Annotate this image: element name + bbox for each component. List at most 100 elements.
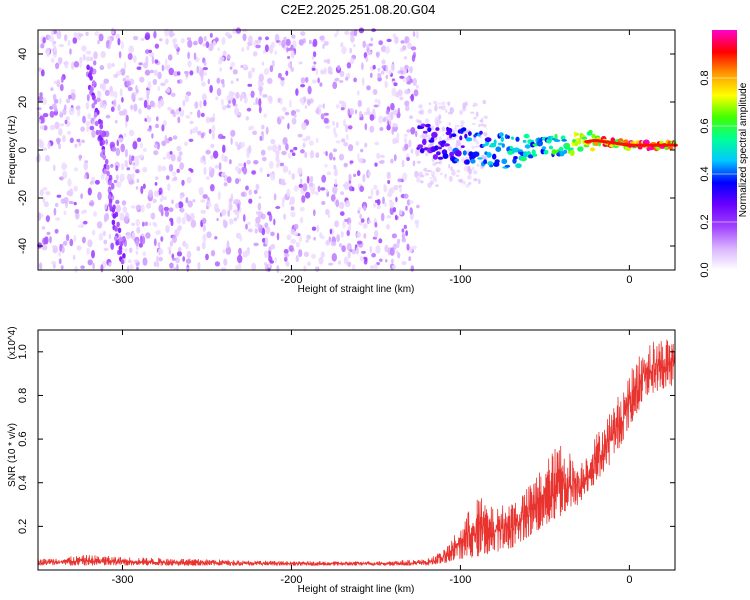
noise-blob (386, 224, 390, 230)
spectrogram-ytick-label: -40 (17, 238, 29, 254)
noise-blob (170, 109, 175, 115)
noise-blob (323, 41, 329, 46)
noise-blob (76, 245, 82, 251)
noise-blob (248, 198, 253, 204)
noise-blob (202, 224, 206, 232)
noise-blob (367, 220, 372, 224)
noise-blob (143, 148, 147, 152)
noise-blob (115, 165, 119, 172)
noise-blob (52, 40, 57, 45)
noise-blob (237, 254, 243, 264)
noise-blob (360, 218, 365, 223)
noise-blob (117, 38, 121, 46)
streak-point (111, 207, 116, 213)
noise-blob (369, 72, 373, 79)
noise-blob (306, 261, 311, 266)
noise-blob (92, 262, 95, 270)
noise-blob (212, 131, 215, 140)
noise-blob (340, 107, 345, 111)
noise-blob (235, 178, 240, 185)
noise-blob (94, 179, 100, 185)
faint-blob (418, 171, 423, 178)
noise-blob (36, 107, 42, 111)
noise-blob (270, 174, 276, 181)
noise-blob (311, 67, 316, 71)
signal-point (468, 131, 472, 137)
noise-blob (260, 149, 266, 156)
noise-blob (86, 125, 89, 133)
noise-blob (130, 205, 136, 209)
noise-blob (68, 94, 72, 100)
noise-blob (42, 113, 49, 118)
noise-blob (268, 213, 273, 222)
noise-blob (232, 27, 237, 35)
noise-blob (83, 174, 87, 179)
faint-blob (475, 140, 480, 145)
noise-blob (370, 265, 375, 269)
faint-blob (434, 178, 438, 183)
noise-blob (364, 258, 368, 262)
noise-blob (375, 189, 380, 196)
signal-point (667, 146, 674, 150)
noise-blob (335, 104, 340, 109)
noise-blob (202, 194, 208, 199)
noise-blob (264, 44, 269, 53)
noise-blob (354, 109, 358, 115)
noise-blob (138, 242, 143, 248)
snr-marks (37, 339, 676, 567)
noise-blob (269, 45, 274, 54)
noise-blob (391, 233, 397, 239)
noise-blob (311, 56, 314, 60)
noise-blob (66, 130, 72, 135)
noise-blob (142, 166, 148, 173)
noise-blob (73, 201, 77, 206)
signal-point (435, 127, 440, 131)
faint-blob (447, 145, 453, 152)
noise-blob (163, 206, 169, 212)
noise-blob (167, 107, 172, 111)
noise-blob (313, 61, 317, 65)
signal-point (446, 127, 453, 134)
noise-blob (157, 164, 163, 172)
noise-blob (67, 178, 72, 187)
streak-point (102, 154, 107, 161)
noise-blob (393, 184, 399, 191)
noise-blob (371, 252, 376, 258)
noise-blob (358, 110, 363, 118)
noise-blob (300, 149, 305, 154)
noise-blob (177, 79, 180, 84)
noise-blob (322, 43, 325, 49)
noise-blob (356, 240, 363, 245)
faint-blob (425, 134, 430, 137)
noise-blob (288, 170, 292, 175)
faint-blob (462, 102, 467, 108)
noise-blob (89, 200, 95, 207)
noise-blob (110, 106, 115, 112)
faint-blob (461, 157, 465, 163)
noise-blob (62, 170, 68, 179)
noise-blob (169, 151, 173, 155)
noise-blob (359, 256, 364, 262)
noise-blob (377, 73, 382, 78)
faint-blob (462, 180, 466, 185)
noise-blob (149, 69, 155, 74)
noise-blob (359, 116, 364, 121)
noise-blob (385, 259, 388, 263)
noise-blob (246, 45, 250, 51)
noise-blob (309, 39, 312, 45)
noise-blob (285, 261, 290, 267)
signal-point (465, 159, 470, 165)
noise-blob (81, 139, 85, 144)
noise-blob (342, 220, 346, 229)
noise-blob (239, 94, 243, 102)
noise-blob (186, 250, 192, 259)
noise-blob (58, 44, 64, 48)
noise-blob (293, 185, 299, 192)
streak-point (118, 245, 123, 251)
streak-point (116, 221, 120, 228)
noise-blob (117, 104, 121, 112)
noise-blob (59, 84, 64, 92)
noise-blob (401, 261, 407, 265)
noise-blob (376, 199, 381, 206)
noise-blob (258, 195, 262, 200)
